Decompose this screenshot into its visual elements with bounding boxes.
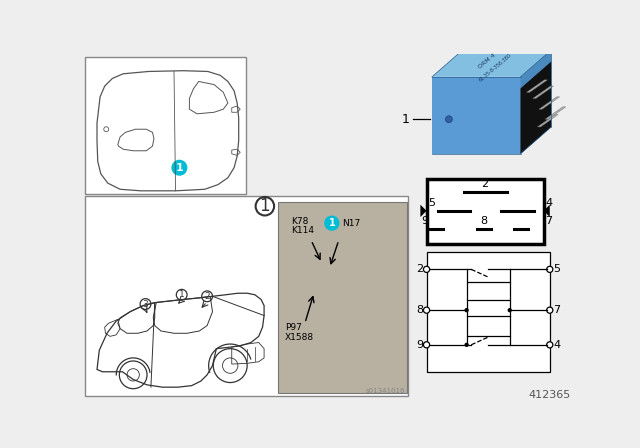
Polygon shape (539, 97, 560, 109)
Text: K78: K78 (291, 217, 308, 226)
Polygon shape (520, 61, 551, 154)
Bar (432, 77, 520, 154)
Circle shape (547, 266, 553, 272)
Circle shape (424, 342, 429, 348)
Text: 61.35-8-356.380: 61.35-8-356.380 (478, 52, 513, 83)
Circle shape (508, 308, 512, 312)
Text: 2: 2 (416, 264, 423, 274)
Polygon shape (543, 205, 550, 217)
Circle shape (325, 216, 339, 230)
Bar (278, 202, 407, 392)
Circle shape (547, 342, 553, 348)
Text: P97: P97 (285, 323, 301, 332)
Bar (84, 57, 246, 194)
Bar (427, 178, 543, 244)
Text: X1588: X1588 (285, 332, 314, 342)
Circle shape (465, 308, 468, 312)
Text: 1: 1 (179, 290, 184, 299)
Text: 3: 3 (143, 300, 148, 309)
Text: 5: 5 (428, 198, 435, 208)
Text: 1: 1 (402, 113, 410, 126)
Text: 8: 8 (416, 305, 423, 315)
Text: 1: 1 (175, 163, 183, 173)
Text: 2: 2 (204, 292, 210, 301)
Circle shape (465, 343, 468, 347)
Text: ORM 4: ORM 4 (478, 53, 497, 70)
Text: N17: N17 (342, 219, 360, 228)
Polygon shape (538, 115, 558, 127)
Circle shape (424, 307, 429, 313)
Text: 7: 7 (545, 216, 552, 226)
Circle shape (445, 116, 452, 123)
Text: 412365: 412365 (528, 390, 570, 400)
Polygon shape (527, 80, 547, 92)
Circle shape (547, 307, 553, 313)
Circle shape (172, 160, 187, 175)
Polygon shape (520, 50, 551, 154)
Text: 7: 7 (553, 305, 560, 315)
Text: 4: 4 (553, 340, 560, 350)
Text: 4: 4 (545, 198, 552, 208)
Bar (427, 252, 550, 372)
Polygon shape (420, 205, 427, 217)
Text: s01341016: s01341016 (365, 388, 405, 394)
Polygon shape (533, 86, 554, 99)
Text: 8: 8 (480, 216, 487, 226)
Text: 9: 9 (421, 216, 428, 226)
Text: 1: 1 (260, 197, 270, 215)
Text: 2: 2 (481, 179, 489, 189)
Bar (84, 196, 408, 396)
Text: K114: K114 (291, 226, 314, 235)
Polygon shape (545, 107, 566, 119)
Circle shape (424, 266, 429, 272)
Text: 5: 5 (553, 264, 560, 274)
Polygon shape (432, 50, 551, 77)
Text: 1: 1 (328, 218, 335, 228)
Bar (467, 315, 509, 336)
Bar (467, 282, 509, 300)
Text: 9: 9 (416, 340, 423, 350)
